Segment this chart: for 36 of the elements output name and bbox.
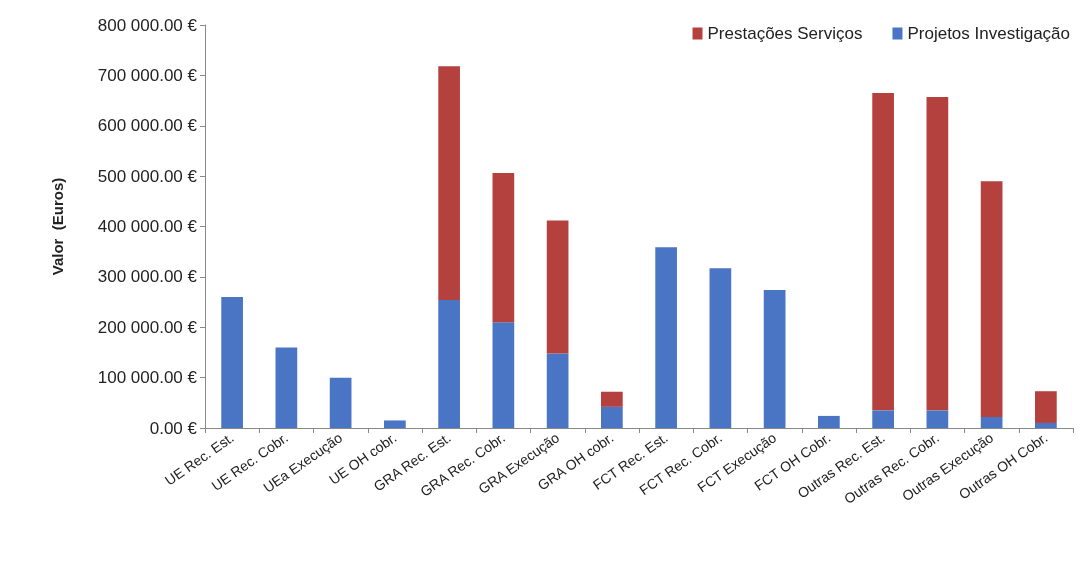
bar — [709, 268, 732, 428]
y-tick-label: 300 000.00 € — [97, 267, 198, 287]
bar — [655, 247, 677, 428]
y-tick-label: 500 000.00 € — [97, 166, 198, 186]
y-tick-label: 0.00 € — [149, 418, 198, 438]
bar — [329, 377, 352, 428]
bar — [763, 289, 786, 428]
bar — [980, 416, 1003, 428]
bar — [872, 93, 894, 411]
y-tick-label: 600 000.00 € — [97, 116, 198, 136]
bar — [1035, 391, 1057, 423]
bar — [275, 347, 298, 428]
bar — [438, 66, 460, 301]
bar — [546, 353, 569, 428]
y-tick-label: 700 000.00 € — [97, 65, 198, 85]
bar — [438, 300, 460, 428]
bar — [818, 415, 840, 428]
legend-label: Prestações Serviços — [707, 24, 863, 43]
y-tick-label: 100 000.00 € — [97, 368, 198, 388]
bar — [492, 322, 515, 428]
y-tick-label: 800 000.00 € — [97, 15, 198, 35]
bar — [384, 420, 406, 428]
bar — [601, 391, 623, 407]
bar — [872, 410, 894, 428]
bar — [1035, 422, 1057, 428]
bar — [492, 173, 515, 323]
y-axis-title: Valor (Euros) — [49, 177, 66, 276]
bar — [546, 220, 569, 354]
bar — [980, 181, 1003, 417]
bar — [221, 297, 243, 428]
bar — [601, 406, 623, 428]
y-tick-label: 400 000.00 € — [97, 217, 198, 236]
legend-label: Projetos Investigação — [907, 24, 1071, 43]
y-tick-label: 200 000.00 € — [97, 317, 198, 337]
bar — [926, 97, 949, 411]
bar — [926, 410, 949, 428]
